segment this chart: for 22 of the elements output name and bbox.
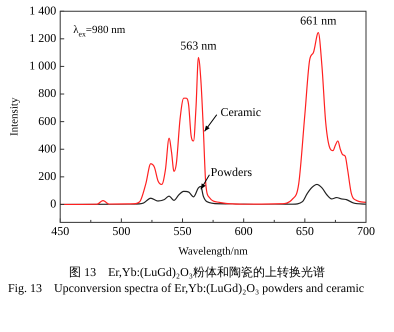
y-tick-label: 1 200: [29, 30, 56, 45]
y-tick-label: 200: [38, 169, 56, 184]
y-tick-label: 800: [38, 86, 56, 100]
x-tick-label: 450: [51, 224, 70, 238]
x-tick-label: 650: [296, 224, 314, 238]
x-tick-label: 550: [174, 224, 192, 238]
y-tick-label: 600: [38, 114, 56, 128]
x-tick-label: 600: [234, 224, 253, 238]
x-tick-label: 500: [112, 224, 130, 238]
annotation: 563 nm: [180, 38, 218, 52]
y-axis-title: Intensity: [8, 97, 20, 136]
x-axis-title: Wavelength/nm: [178, 245, 248, 258]
annotation: 661 nm: [300, 14, 338, 28]
series-label: Ceramic: [220, 104, 262, 119]
text: Fig. 13 Upconversion spectra of Er,Yb:(LuGd)₂O₃ powders and ceramic: [7, 281, 366, 295]
y-tick-label: 1 400: [29, 3, 56, 18]
y-tick-label: 0: [50, 196, 56, 211]
y-tick-label: 1 000: [29, 58, 56, 73]
y-tick-label: 400: [38, 141, 56, 156]
text: 图 13 Er,Yb:(LuGd)₂O₃粉体和陶瓷的上转换光谱: [68, 264, 326, 281]
series-label: Powders: [210, 165, 252, 180]
x-tick-label: 700: [357, 224, 375, 238]
